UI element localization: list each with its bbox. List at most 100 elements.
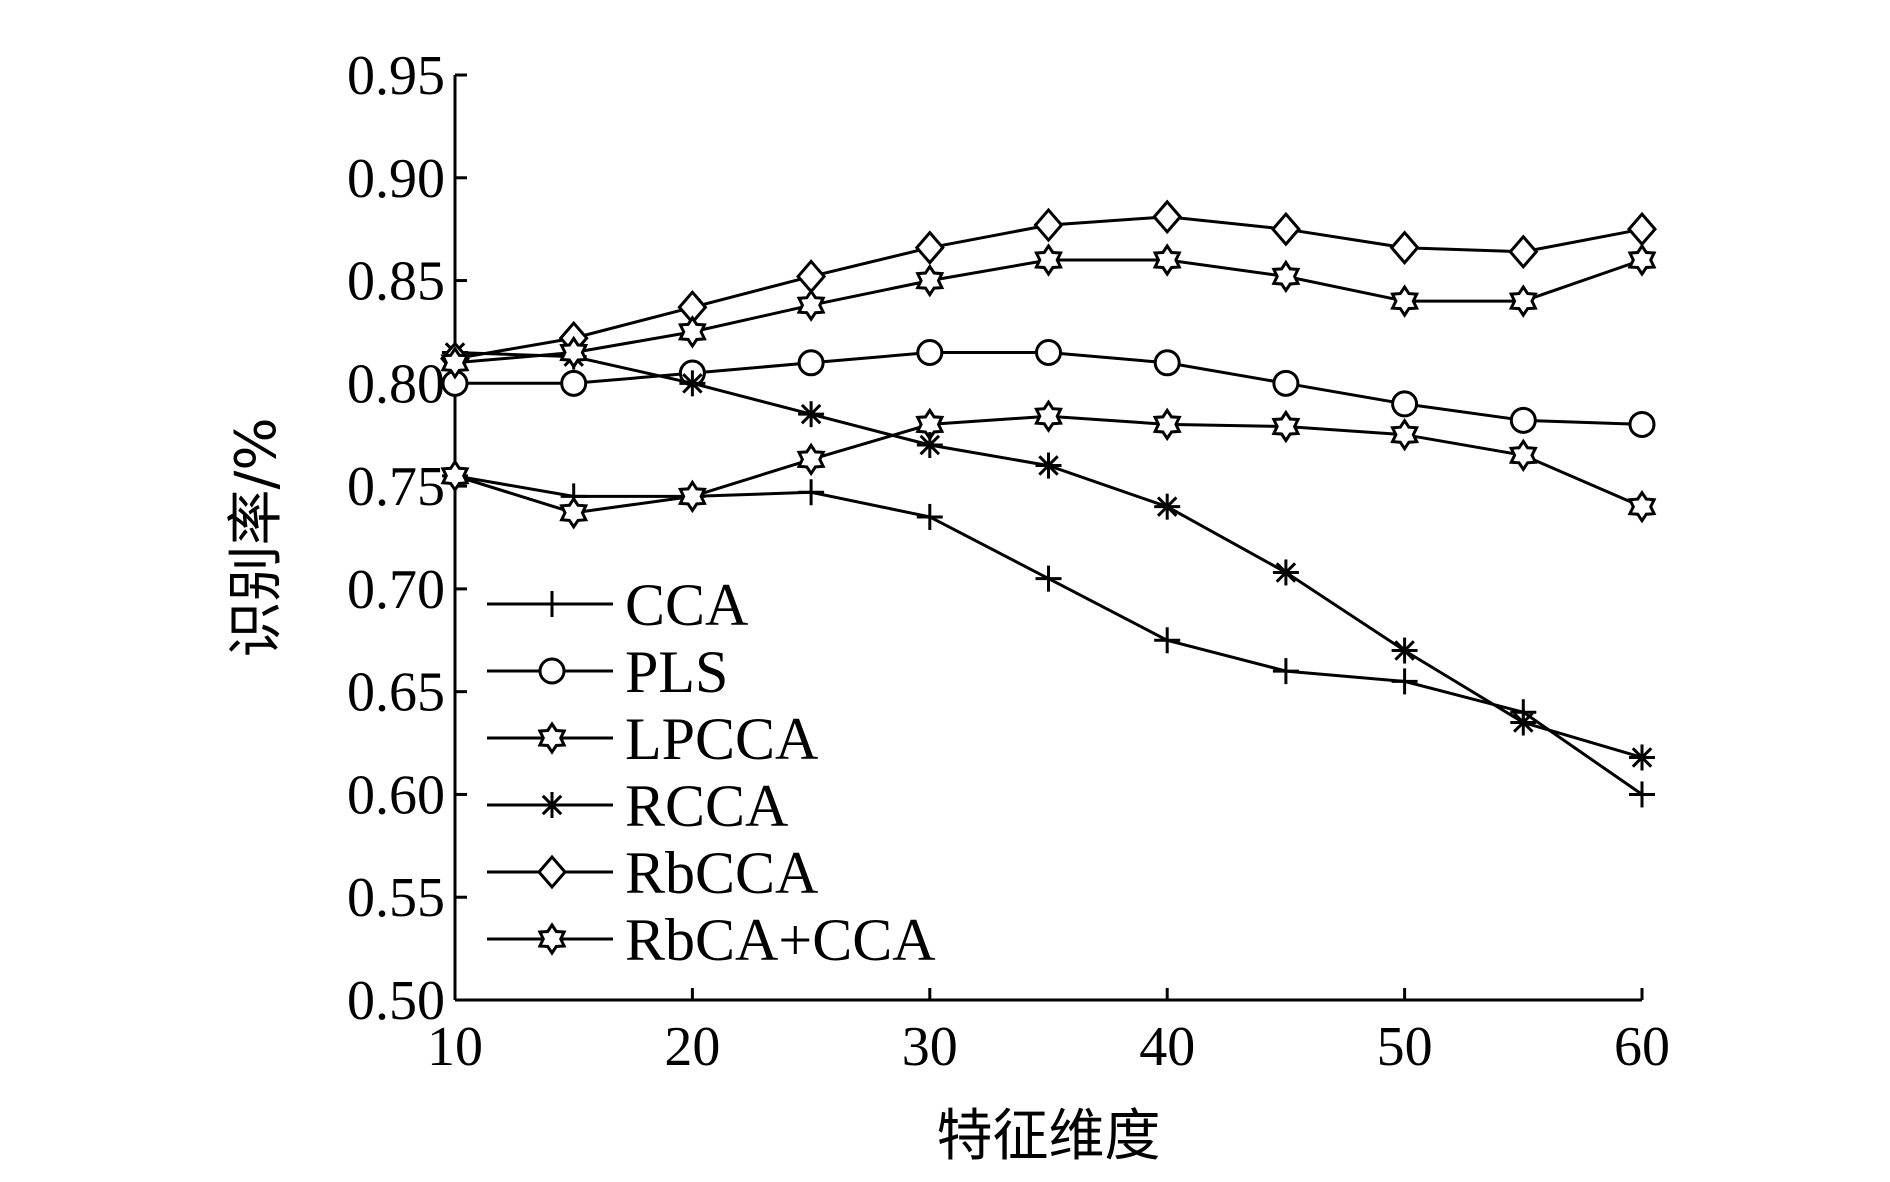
series-lpcca	[440, 399, 1657, 530]
data-point	[679, 370, 706, 397]
data-point	[677, 315, 707, 349]
legend-label: RbCA+CCA	[625, 907, 936, 973]
data-point	[1629, 781, 1655, 808]
data-point	[1154, 493, 1181, 520]
y-tick-label: 0.95	[347, 45, 445, 107]
data-point	[1272, 658, 1299, 685]
y-tick-label: 0.65	[347, 662, 445, 724]
data-point	[1510, 709, 1537, 736]
legend-item: LPCCA	[487, 706, 818, 772]
y-tick-label: 0.50	[347, 970, 445, 1032]
series-pls	[441, 339, 1656, 438]
legend-marker	[537, 854, 567, 890]
y-tick-label: 0.85	[347, 251, 445, 313]
series-rcca	[442, 339, 1655, 771]
data-point	[1035, 339, 1062, 366]
legend-marker	[539, 591, 565, 617]
y-tick-label: 0.55	[347, 867, 445, 929]
data-point	[1389, 230, 1420, 265]
data-point	[1152, 199, 1183, 235]
legend-marker	[539, 792, 565, 818]
x-tick-label: 30	[902, 1016, 958, 1078]
data-point	[1271, 259, 1301, 294]
data-point	[1508, 438, 1538, 473]
data-point	[797, 349, 825, 377]
y-tick-label: 0.60	[347, 764, 445, 826]
x-tick-label: 60	[1614, 1016, 1670, 1078]
y-axis-label: 识别率/%	[224, 417, 289, 657]
data-point	[916, 503, 943, 530]
data-point	[1390, 284, 1420, 318]
data-point	[1033, 207, 1064, 243]
x-tick-label: 10	[427, 1016, 483, 1078]
data-point	[677, 479, 707, 514]
x-tick-label: 40	[1139, 1016, 1195, 1078]
data-point	[1629, 744, 1655, 771]
legend-item: RbCA+CCA	[487, 907, 936, 973]
data-point	[796, 442, 826, 477]
x-axis-label: 特征维度	[937, 1104, 1161, 1169]
data-point	[1034, 399, 1063, 433]
data-point	[1627, 490, 1657, 524]
data-point	[796, 259, 827, 294]
legend-item: RbCCA	[487, 840, 818, 906]
data-point	[915, 263, 945, 298]
data-point	[559, 496, 589, 530]
data-point	[440, 346, 470, 380]
data-point	[1270, 211, 1301, 247]
data-point	[1508, 284, 1538, 318]
data-point	[916, 432, 943, 458]
y-tick-label: 0.90	[347, 148, 445, 210]
data-point	[1628, 410, 1656, 438]
data-point	[1391, 637, 1418, 664]
data-point	[1627, 211, 1657, 247]
data-point	[1154, 627, 1181, 654]
x-tick-label: 20	[664, 1016, 720, 1078]
data-point	[1391, 668, 1418, 695]
legend-marker	[538, 657, 566, 685]
data-point	[1508, 234, 1539, 270]
y-tick-label: 0.75	[347, 456, 445, 518]
data-point	[1034, 243, 1063, 277]
legend-item: RCCA	[487, 773, 788, 839]
legend-item: CCA	[487, 572, 748, 638]
legend-label: PLS	[625, 639, 728, 705]
series-cca	[442, 462, 1655, 808]
legend-marker	[537, 721, 567, 755]
legend-marker	[537, 922, 567, 956]
y-tick-label: 0.70	[347, 559, 445, 621]
data-point	[1271, 409, 1301, 444]
data-point	[1152, 407, 1182, 442]
data-point	[559, 335, 589, 370]
data-point	[440, 459, 470, 493]
data-point	[796, 288, 826, 322]
data-point	[1391, 390, 1419, 418]
legend-label: RbCCA	[625, 840, 818, 906]
data-point	[1272, 559, 1299, 586]
data-point	[1035, 452, 1062, 479]
series-layer	[440, 199, 1657, 808]
data-point	[1509, 406, 1537, 434]
axes: 0.50 0.55 0.60 0.65 0.70 0.75 0.80 0.85 0.90 0.95…	[347, 45, 1670, 1078]
data-point	[914, 230, 945, 265]
legend-label: RCCA	[625, 773, 788, 839]
data-point	[798, 479, 825, 506]
data-point	[1035, 565, 1062, 592]
data-point	[1152, 243, 1182, 277]
series-rbcca	[440, 199, 1657, 376]
y-tick-label: 0.80	[347, 353, 445, 415]
legend-label: LPCCA	[625, 706, 818, 772]
data-point	[1390, 417, 1420, 452]
data-point	[798, 401, 825, 428]
data-point	[1272, 369, 1300, 397]
legend-item: PLS	[487, 639, 728, 705]
data-point	[1153, 349, 1181, 377]
data-point	[916, 339, 944, 366]
data-point	[1627, 243, 1657, 277]
x-tick-label: 50	[1377, 1016, 1433, 1078]
legend-label: CCA	[625, 572, 748, 638]
series-rbca-cca	[440, 243, 1657, 380]
data-point	[560, 369, 588, 397]
